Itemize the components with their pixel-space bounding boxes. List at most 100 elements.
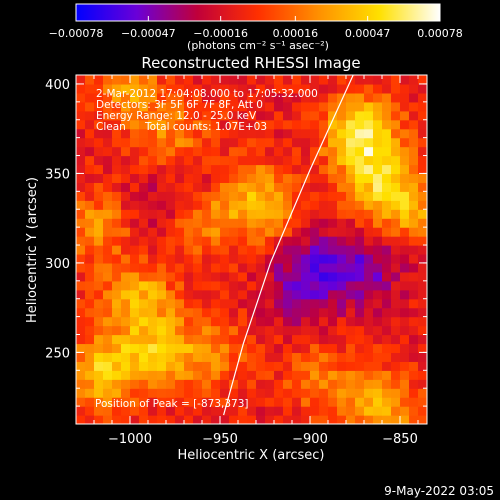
heatmap-cell	[121, 164, 131, 175]
heatmap-cell	[256, 262, 266, 273]
heatmap-cell	[76, 370, 86, 380]
heatmap-cell	[157, 110, 167, 121]
heatmap-cell	[391, 415, 401, 424]
heatmap-cell	[364, 200, 374, 210]
heatmap-cell	[130, 245, 140, 255]
heatmap-cell	[328, 388, 338, 398]
heatmap-cell	[292, 298, 302, 309]
heatmap-cell	[184, 101, 194, 112]
heatmap-cell	[184, 137, 194, 148]
heatmap-cell	[103, 128, 113, 139]
heatmap-cell	[103, 236, 113, 246]
heatmap-cell	[112, 271, 122, 282]
heatmap-cell	[238, 307, 248, 318]
heatmap-cell	[382, 245, 392, 255]
heatmap-cell	[175, 75, 185, 85]
heatmap-cell	[121, 75, 131, 85]
heatmap-cell	[76, 191, 86, 201]
heatmap-cell	[247, 262, 257, 273]
heatmap-cell	[247, 191, 257, 201]
heatmap-cell	[391, 119, 401, 130]
heatmap-cell	[355, 146, 365, 157]
heatmap-cell	[373, 227, 383, 237]
heatmap-cell	[310, 289, 320, 300]
heatmap-cell	[364, 352, 374, 362]
heatmap-cell	[121, 110, 131, 121]
heatmap-cell	[301, 191, 311, 201]
heatmap-cell	[103, 227, 113, 237]
heatmap-cell	[283, 343, 293, 354]
heatmap-cell	[418, 334, 427, 345]
heatmap-cell	[193, 388, 203, 398]
heatmap-cell	[256, 218, 266, 228]
solar-limb-curve	[223, 75, 354, 416]
heatmap-cell	[85, 101, 95, 112]
heatmap-cell	[400, 325, 410, 336]
heatmap-cell	[409, 397, 419, 407]
heatmap-cell	[409, 325, 419, 336]
heatmap-cell	[265, 101, 275, 112]
heatmap-cell	[265, 334, 275, 345]
heatmap-cell	[148, 307, 158, 318]
heatmap-cell	[121, 343, 131, 354]
heatmap-cell	[121, 370, 131, 380]
heatmap-cell	[121, 92, 131, 103]
heatmap-cell	[247, 370, 257, 380]
heatmap-cell	[166, 83, 176, 94]
heatmap-cell	[364, 227, 374, 237]
heatmap-cell	[319, 75, 329, 85]
heatmap-cell	[274, 236, 284, 246]
heatmap-cell	[157, 209, 167, 219]
heatmap-cell	[355, 137, 365, 148]
heatmap-cell	[247, 406, 257, 416]
annotation-peak-position: Position of Peak = [-873,373]	[95, 398, 249, 410]
heatmap-cell	[112, 83, 122, 94]
heatmap-cell	[328, 397, 338, 407]
heatmap-cell	[202, 128, 212, 139]
heatmap-cell	[337, 388, 347, 398]
heatmap-cell	[346, 236, 356, 246]
heatmap-cell	[148, 280, 158, 291]
heatmap-cell	[130, 191, 140, 201]
heatmap-cell	[121, 298, 131, 309]
heatmap-cell	[355, 343, 365, 354]
heatmap-cell	[409, 128, 419, 139]
heatmap-cell	[112, 334, 122, 345]
heatmap-cell	[103, 155, 113, 166]
heatmap-cell	[301, 75, 311, 85]
heatmap-cell	[139, 101, 149, 112]
heatmap-cell	[229, 119, 239, 130]
heatmap-cell	[319, 227, 329, 237]
heatmap-cell	[391, 146, 401, 157]
heatmap-cell	[319, 253, 329, 264]
heatmap-cell	[85, 388, 95, 398]
heatmap-cell	[202, 406, 212, 416]
heatmap-cell	[382, 128, 392, 139]
heatmap-cell	[382, 397, 392, 407]
heatmap-cell	[346, 128, 356, 139]
heatmap-cell	[94, 119, 104, 130]
heatmap-cell	[121, 388, 131, 398]
heatmap-cell	[166, 245, 176, 255]
heatmap-cell	[175, 92, 185, 103]
heatmap-cell	[76, 173, 86, 183]
heatmap-cell	[157, 406, 167, 416]
heatmap-cell	[175, 137, 185, 148]
heatmap-cell	[148, 253, 158, 264]
heatmap-cell	[355, 155, 365, 166]
heatmap-cell	[310, 236, 320, 246]
heatmap-cell	[202, 227, 212, 237]
heatmap-cell	[382, 316, 392, 327]
heatmap-cell	[382, 379, 392, 389]
heatmap-cell	[211, 137, 221, 148]
heatmap-cell	[229, 334, 239, 345]
heatmap-cell	[355, 280, 365, 291]
date-stamp: 9-May-2022 03:05	[384, 484, 494, 498]
heatmap-cell	[166, 164, 176, 175]
heatmap-cell	[184, 334, 194, 345]
heatmap-cell	[94, 83, 104, 94]
heatmap-cell	[418, 406, 427, 416]
heatmap-cell	[85, 271, 95, 282]
heatmap-cell	[301, 253, 311, 264]
